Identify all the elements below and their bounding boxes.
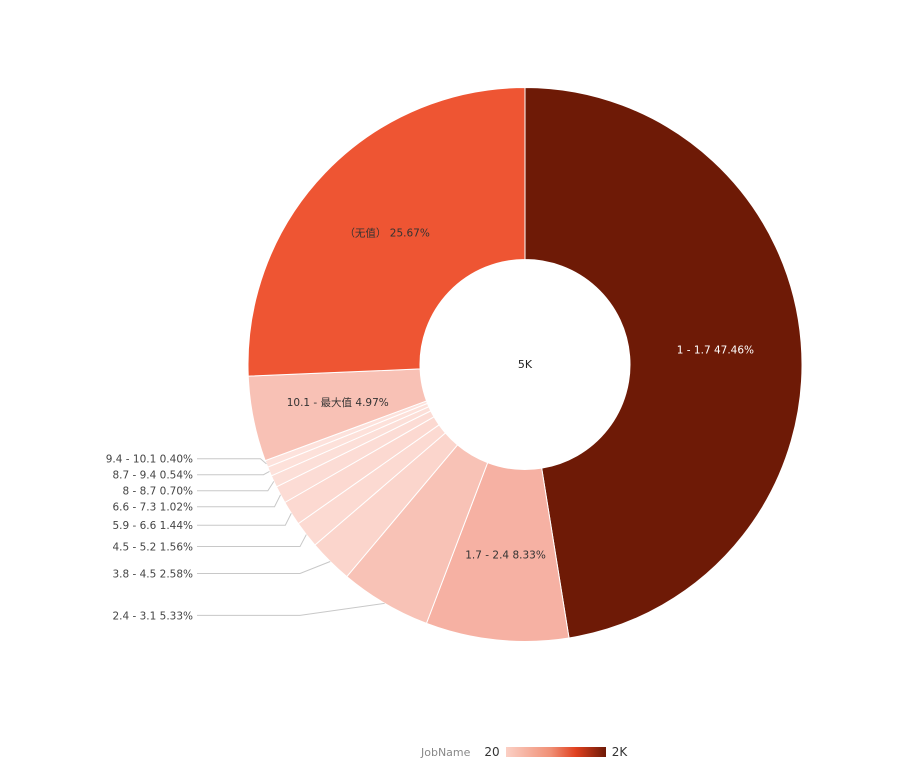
donut-slices <box>247 86 803 642</box>
slice-label-8: 8.7 - 9.4 0.54% <box>112 470 193 482</box>
leader-line-6 <box>197 494 281 508</box>
center-total-label: 5K <box>518 358 533 371</box>
slice-label-9: 9.4 - 10.1 0.40% <box>106 454 193 466</box>
slice-11[interactable] <box>247 86 526 377</box>
slice-label-11: （无值） 25.67% <box>344 226 429 239</box>
leader-line-3 <box>197 561 331 574</box>
slice-label-10: 10.1 - 最大值 4.97% <box>287 396 389 409</box>
leader-line-7 <box>197 481 275 492</box>
leader-line-9 <box>197 458 267 465</box>
slice-0[interactable] <box>524 86 803 639</box>
slice-label-5: 5.9 - 6.6 1.44% <box>112 520 193 532</box>
slice-label-0: 1 - 1.7 47.46% <box>677 344 754 356</box>
leader-line-5 <box>197 512 292 526</box>
leader-line-4 <box>197 534 307 548</box>
slice-label-3: 3.8 - 4.5 2.58% <box>112 568 193 580</box>
legend-title: JobName <box>421 745 471 759</box>
slice-label-7: 8 - 8.7 0.70% <box>122 486 193 498</box>
legend-gradient-bar <box>505 747 606 757</box>
leader-lines <box>197 458 385 616</box>
legend-max-value: 2K <box>611 745 628 759</box>
slice-label-2: 2.4 - 3.1 5.33% <box>112 610 193 622</box>
slice-label-1: 1.7 - 2.4 8.33% <box>465 550 546 562</box>
leader-line-8 <box>197 471 270 476</box>
slice-label-6: 6.6 - 7.3 1.02% <box>112 502 193 514</box>
legend-min-value: 20 <box>484 745 500 759</box>
slice-label-4: 4.5 - 5.2 1.56% <box>112 542 193 554</box>
color-scale-legend: JobName 20 2K <box>421 744 627 760</box>
leader-line-2 <box>197 602 385 616</box>
slice-labels: 1 - 1.7 47.46% 1.7 - 2.4 8.33% 10.1 - 最大值 … <box>106 226 754 622</box>
